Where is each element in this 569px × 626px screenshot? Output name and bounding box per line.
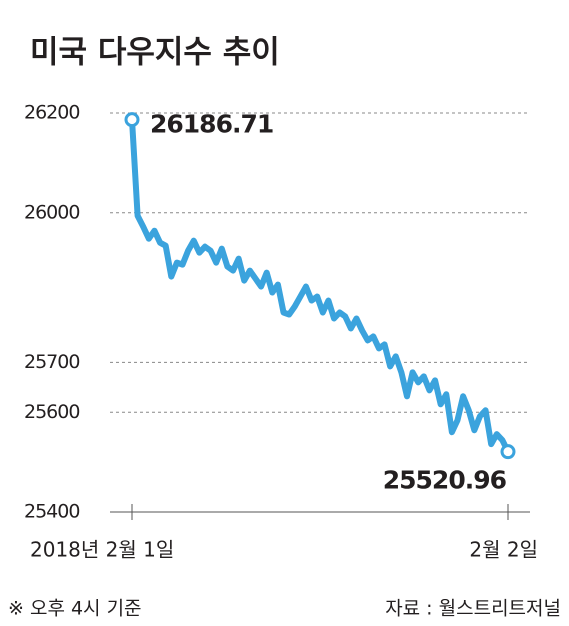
footnote: ※ 오후 4시 기준 (8, 598, 142, 620)
y-tick-label: 25400 (24, 501, 79, 523)
data-line (129, 119, 511, 453)
y-tick-label: 25600 (24, 401, 79, 423)
source: 자료 : 월스트리트저널 (385, 598, 561, 620)
y-tick-label: 25700 (24, 351, 79, 373)
end-marker (500, 444, 516, 460)
y-tick-label: 26000 (24, 201, 79, 223)
x-tick-label: 2018년 2월 1일 (30, 538, 174, 562)
value-label: 26186.71 (150, 110, 273, 139)
value-label: 25520.96 (383, 466, 507, 495)
chart-title: 미국 다우지수 추이 (30, 35, 280, 71)
x-tick-label: 2월 2일 (469, 538, 538, 562)
y-tick-label: 26200 (24, 102, 79, 124)
end-marker (124, 112, 140, 128)
